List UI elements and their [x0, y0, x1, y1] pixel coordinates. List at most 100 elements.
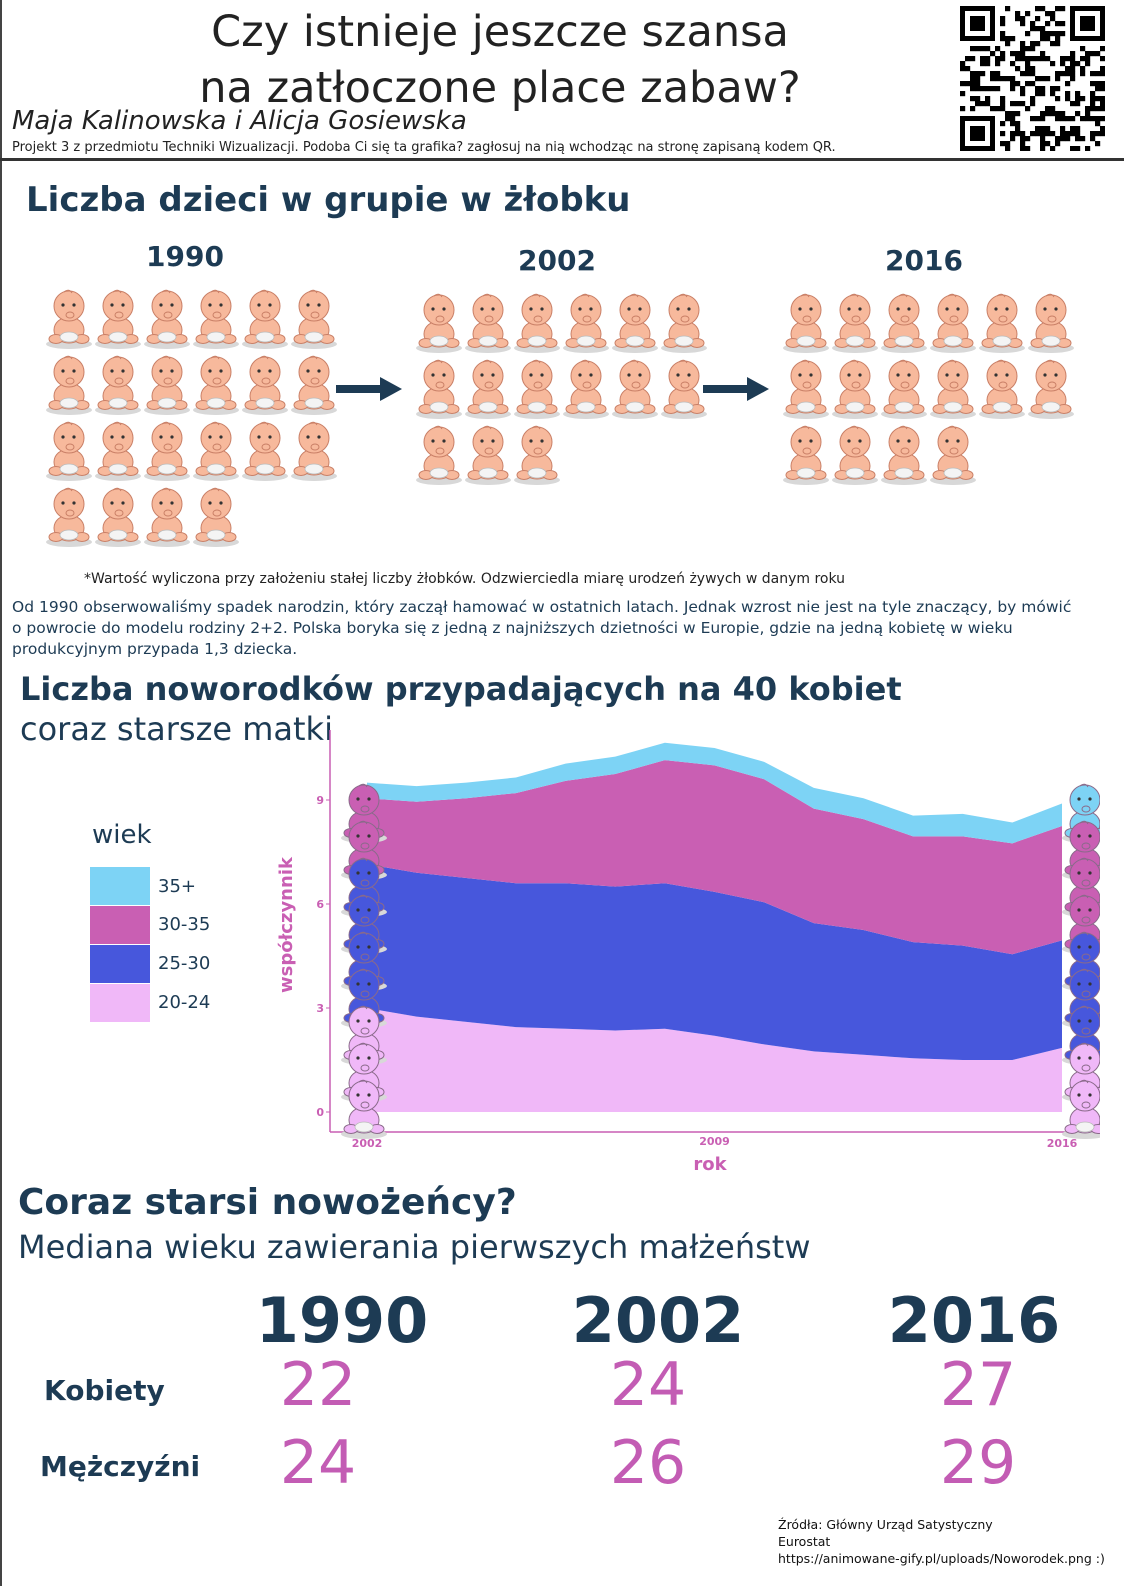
baby-icon: [95, 355, 141, 415]
description-paragraph: Od 1990 obserwowaliśmy spadek narodzin, …: [12, 598, 1072, 658]
legend-label-35-plus: 35+: [158, 876, 196, 897]
source-line: Źródła: Główny Urząd Satystyczny: [778, 1517, 993, 1532]
baby-icon: [465, 293, 511, 353]
value-mezczyzni-1990: 24: [279, 1428, 357, 1498]
baby-icon: [563, 359, 609, 419]
baby-icon: [348, 1079, 369, 1114]
area-series-30-35: [367, 760, 1062, 955]
baby-icon: [979, 293, 1025, 353]
stacked-area-chart: 0 3 6 9 2002 2009 2016 rok współczynnik: [276, 730, 1090, 1175]
baby-icon: [416, 293, 462, 353]
baby-icon: [1069, 1042, 1090, 1077]
baby-icon: [1069, 820, 1090, 855]
baby-icon: [832, 293, 878, 353]
baby-icon: [514, 359, 560, 419]
legend-label-25-30: 25-30: [158, 953, 211, 974]
baby-icon: [348, 931, 369, 966]
baby-icon: [348, 857, 369, 892]
baby-icon: [144, 355, 190, 415]
baby-icon: [881, 425, 927, 485]
baby-icon: [1069, 857, 1090, 892]
baby-icon: [348, 1005, 369, 1040]
area-series-20-24: [367, 1008, 1062, 1112]
footnote: *Wartość wyliczona przy założeniu stałej…: [84, 571, 846, 587]
sources: Źródła: Główny Urząd Satystyczny Eurosta…: [778, 1516, 1105, 1567]
baby-icon: [95, 289, 141, 349]
baby-icon: [881, 359, 927, 419]
area-series-35-plus: [367, 742, 1062, 844]
value-mezczyzni-2002: 26: [609, 1428, 687, 1498]
section2-title: Liczba noworodków przypadających na 40 k…: [20, 670, 902, 708]
authors: Maja Kalinowska i Alicja Gosiewska: [12, 106, 467, 136]
baby-icon: [1069, 931, 1090, 966]
source-link[interactable]: https://animowane-gify.pl/uploads/Noworo…: [778, 1551, 1105, 1566]
table-year-2016: 2016: [887, 1284, 1061, 1357]
page-title: Czy istnieje jeszcze szansa na zatłoczon…: [170, 4, 830, 116]
baby-icon: [1069, 894, 1090, 929]
group-year-2002: 2002: [518, 244, 596, 277]
legend-swatch-35-plus: [90, 867, 150, 905]
baby-group-2016: [781, 290, 1075, 488]
legend-swatch-20-24: [90, 984, 150, 1022]
baby-icon: [46, 487, 92, 547]
section2-subtitle: coraz starsze matki: [20, 710, 333, 748]
baby-icon: [291, 421, 337, 481]
section3-title: Coraz starsi nowożeńcy?: [18, 1182, 517, 1223]
baby-group-1990: [44, 286, 338, 550]
baby-icon: [348, 820, 369, 855]
row-label-mezczyzni: Mężczyźni: [40, 1450, 201, 1483]
source-line: Eurostat: [778, 1534, 831, 1549]
area-series-25-30: [367, 864, 1062, 1060]
baby-icon: [930, 293, 976, 353]
y-tick-label: 3: [316, 1002, 324, 1015]
value-kobiety-2002: 24: [609, 1350, 687, 1420]
baby-icon: [416, 359, 462, 419]
baby-icon: [661, 359, 707, 419]
baby-icon: [514, 293, 560, 353]
baby-icon: [1028, 293, 1074, 353]
legend-title: wiek: [92, 820, 152, 850]
baby-icon: [783, 425, 829, 485]
legend-label-30-35: 30-35: [158, 914, 211, 935]
baby-icon: [193, 421, 239, 481]
baby-icon: [95, 421, 141, 481]
y-tick-label: 0: [316, 1106, 324, 1119]
baby-icon: [1069, 968, 1090, 1003]
baby-icon: [930, 425, 976, 485]
baby-icon: [144, 289, 190, 349]
project-note: Projekt 3 z przedmiotu Techniki Wizualiz…: [12, 140, 836, 155]
baby-icon: [348, 1042, 369, 1077]
row-label-kobiety: Kobiety: [44, 1374, 165, 1407]
value-kobiety-1990: 22: [279, 1350, 357, 1420]
x-axis-title: rok: [693, 1154, 727, 1175]
qr-code-icon[interactable]: [960, 6, 1105, 151]
group-year-1990: 1990: [146, 240, 224, 273]
baby-icon: [95, 487, 141, 547]
baby-icon: [46, 289, 92, 349]
baby-icon: [242, 421, 288, 481]
section1-title: Liczba dzieci w grupie w żłobku: [26, 180, 631, 220]
y-axis-title: współczynnik: [276, 856, 297, 993]
baby-icon: [832, 425, 878, 485]
table-year-2002: 2002: [571, 1284, 745, 1357]
baby-icon: [291, 289, 337, 349]
baby-icon: [1069, 783, 1090, 818]
baby-group-2002: [414, 290, 708, 488]
baby-icon: [783, 293, 829, 353]
baby-icon: [242, 355, 288, 415]
baby-icon: [465, 359, 511, 419]
y-tick-label: 6: [316, 898, 324, 911]
baby-icon: [832, 359, 878, 419]
baby-icon: [1069, 1079, 1090, 1114]
baby-icon: [348, 968, 369, 1003]
y-tick-label: 9: [316, 794, 324, 807]
title-line-2: na zatłoczone place zabaw?: [199, 63, 801, 113]
legend-swatch-30-35: [90, 906, 150, 944]
value-kobiety-2016: 27: [939, 1350, 1017, 1420]
baby-icon: [348, 894, 369, 929]
baby-icon: [514, 425, 560, 485]
section3-subtitle: Mediana wieku zawierania pierwszych małż…: [18, 1228, 811, 1266]
header-divider: [0, 158, 1124, 161]
title-line-1: Czy istnieje jeszcze szansa: [211, 7, 789, 57]
